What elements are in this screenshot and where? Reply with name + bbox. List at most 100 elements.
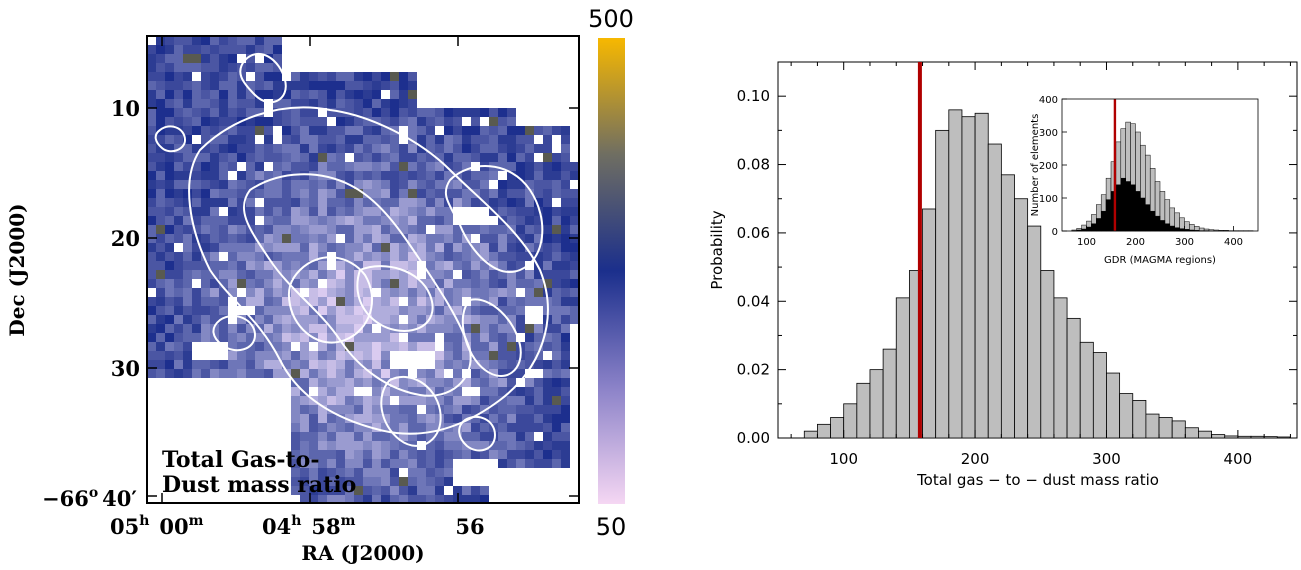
- map-pixel: [174, 288, 183, 297]
- map-pixel: [345, 171, 354, 180]
- map-pixel: [507, 396, 516, 405]
- map-pixel: [210, 81, 219, 90]
- map-pixel: [426, 459, 435, 468]
- histogram-bar: [1264, 437, 1277, 438]
- map-pixel: [507, 414, 516, 423]
- map-pixel: [363, 297, 372, 306]
- map-pixel: [210, 126, 219, 135]
- map-pixel: [507, 162, 516, 171]
- map-pixel: [507, 405, 516, 414]
- y-tick-label: 0.06: [737, 224, 770, 242]
- map-pixel: [561, 135, 570, 144]
- map-pixel: [156, 243, 165, 252]
- map-pixel: [165, 288, 174, 297]
- map-pixel: [498, 279, 507, 288]
- map-pixel: [417, 153, 426, 162]
- map-pixel: [471, 432, 480, 441]
- map-pixel: [165, 252, 174, 261]
- map-pixel: [417, 117, 426, 126]
- inset-y-tick-label: 100: [1039, 194, 1058, 205]
- map-pixel: [534, 405, 543, 414]
- map-pixel: [264, 153, 273, 162]
- map-pixel: [408, 162, 417, 171]
- map-pixel: [354, 144, 363, 153]
- map-pixel: [183, 234, 192, 243]
- map-pixel: [408, 450, 417, 459]
- map-pixel: [174, 261, 183, 270]
- map-pixel: [381, 432, 390, 441]
- map-pixel: [381, 360, 390, 369]
- map-pixel: [156, 36, 165, 45]
- map-pixel: [228, 36, 237, 45]
- map-pixel: [345, 162, 354, 171]
- map-pixel: [408, 81, 417, 90]
- map-pixel: [498, 378, 507, 387]
- map-pixel: [381, 486, 390, 495]
- map-pixel: [399, 171, 408, 180]
- map-pixel: [390, 279, 399, 288]
- map-pixel: [435, 450, 444, 459]
- map-pixel: [471, 180, 480, 189]
- map-pixel: [471, 261, 480, 270]
- map-pixel: [336, 279, 345, 288]
- map-pixel: [462, 405, 471, 414]
- map-pixel: [156, 45, 165, 54]
- map-pixel: [381, 441, 390, 450]
- map-pixel: [156, 189, 165, 198]
- map-pixel: [237, 171, 246, 180]
- map-pixel: [228, 135, 237, 144]
- map-pixel: [228, 243, 237, 252]
- map-pixel: [435, 468, 444, 477]
- map-pixel: [381, 477, 390, 486]
- map-pixel: [165, 324, 174, 333]
- map-pixel: [228, 45, 237, 54]
- map-pixel: [444, 450, 453, 459]
- map-pixel: [525, 351, 534, 360]
- map-pixel: [174, 153, 183, 162]
- map-pixel: [552, 423, 561, 432]
- map-pixel: [363, 450, 372, 459]
- map-pixel: [363, 72, 372, 81]
- map-pixel: [408, 486, 417, 495]
- histogram-bar: [1001, 175, 1014, 438]
- map-pixel: [147, 297, 156, 306]
- map-pixel: [372, 351, 381, 360]
- map-pixel: [327, 378, 336, 387]
- map-pixel: [210, 216, 219, 225]
- map-pixel: [516, 324, 525, 333]
- map-pixel: [300, 153, 309, 162]
- map-pixel: [318, 144, 327, 153]
- histogram-bar: [1041, 271, 1054, 438]
- map-pixel: [435, 180, 444, 189]
- map-pixel: [435, 459, 444, 468]
- map-pixel: [246, 360, 255, 369]
- map-pixel: [552, 261, 561, 270]
- map-pixel: [174, 315, 183, 324]
- map-pixel: [444, 234, 453, 243]
- map-pixel: [552, 378, 561, 387]
- map-pixel: [174, 99, 183, 108]
- map-pixel: [453, 279, 462, 288]
- map-pixel: [372, 486, 381, 495]
- map-pixel: [543, 225, 552, 234]
- map-pixel: [228, 270, 237, 279]
- map-pixel: [381, 99, 390, 108]
- map-pixel: [498, 414, 507, 423]
- map-pixel: [237, 324, 246, 333]
- histogram-x-axis-label: Total gas − to − dust mass ratio: [916, 471, 1159, 489]
- map-pixel: [156, 342, 165, 351]
- map-pixel: [399, 90, 408, 99]
- map-pixel: [507, 333, 516, 342]
- map-pixel: [165, 99, 174, 108]
- map-pixel: [444, 351, 453, 360]
- map-pixel: [165, 216, 174, 225]
- map-pixel: [318, 189, 327, 198]
- map-pixel: [210, 234, 219, 243]
- map-pixel: [165, 189, 174, 198]
- map-pixel: [354, 117, 363, 126]
- map-pixel: [543, 261, 552, 270]
- map-pixel: [165, 297, 174, 306]
- map-pixel: [489, 279, 498, 288]
- map-pixel: [345, 90, 354, 99]
- map-pixel: [309, 90, 318, 99]
